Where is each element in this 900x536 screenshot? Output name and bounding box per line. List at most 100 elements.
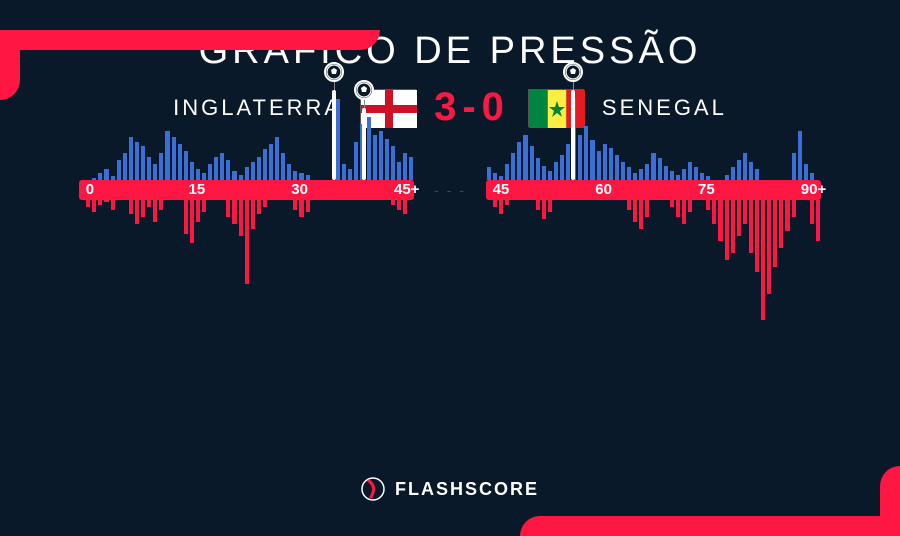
pressure-bar-top	[299, 173, 303, 180]
pressure-bar-top	[263, 149, 267, 180]
pressure-bar-top	[397, 162, 401, 180]
pressure-bar-top	[597, 151, 601, 180]
pressure-bar-bot	[232, 200, 236, 224]
pressure-bar-bot	[263, 200, 267, 207]
axis-tick: 0	[86, 181, 94, 198]
pressure-bar-top	[688, 162, 692, 180]
pressure-bar-top	[257, 157, 261, 180]
pressure-bar-top	[141, 146, 145, 180]
pressure-bar-top	[603, 144, 607, 180]
pressure-bar-top	[220, 153, 224, 180]
pressure-bar-top	[403, 153, 407, 180]
pressure-bar-top	[178, 144, 182, 180]
pressure-bar-top	[651, 153, 655, 180]
pressure-bar-bot	[785, 200, 789, 231]
pressure-bar-top	[245, 167, 249, 180]
pressure-bar-top	[542, 166, 546, 180]
pressure-bar-bot	[153, 200, 157, 222]
pressure-chart: 0153045+ - - - 45607590+	[0, 180, 900, 200]
pressure-bar-top	[694, 167, 698, 180]
pressure-bar-top	[409, 157, 413, 180]
pressure-bar-bot	[505, 200, 509, 205]
pressure-bar-top	[523, 135, 527, 180]
pressure-bar-top	[633, 173, 637, 180]
pressure-bar-bot	[792, 200, 796, 217]
pressure-bar-top	[548, 171, 552, 180]
pressure-bar-top	[530, 146, 534, 180]
pressure-bar-top	[743, 153, 747, 180]
pressure-bar-top	[129, 137, 133, 180]
pressure-bar-bot	[196, 200, 200, 222]
bars-bot-h2	[486, 200, 821, 320]
pressure-bar-top	[682, 169, 686, 180]
pressure-bar-top	[792, 153, 796, 180]
pressure-bar-bot	[712, 200, 716, 224]
pressure-bar-top	[810, 173, 814, 180]
pressure-bar-top	[517, 142, 521, 180]
pressure-bar-bot	[98, 200, 102, 205]
pressure-bar-top	[275, 137, 279, 180]
pressure-bar-top	[554, 162, 558, 180]
corner-decor-tl	[0, 30, 380, 50]
pressure-bar-top	[511, 153, 515, 180]
pressure-bar-bot	[536, 200, 540, 210]
pressure-bar-bot	[86, 200, 90, 207]
pressure-bar-top	[214, 157, 218, 180]
pressure-bar-top	[226, 160, 230, 180]
pressure-bar-bot	[633, 200, 637, 222]
pressure-bar-bot	[397, 200, 401, 210]
pressure-bar-top	[104, 169, 108, 180]
pressure-bar-bot	[251, 200, 255, 229]
pressure-bar-bot	[391, 200, 395, 205]
pressure-bar-top	[493, 173, 497, 180]
pressure-bar-bot	[293, 200, 297, 210]
pressure-bar-top	[98, 173, 102, 180]
pressure-bar-top	[208, 164, 212, 180]
pressure-bar-top	[536, 158, 540, 180]
pressure-bar-bot	[810, 200, 814, 224]
pressure-bar-top	[293, 171, 297, 180]
pressure-bar-bot	[141, 200, 145, 217]
pressure-bar-top	[135, 142, 139, 180]
pressure-bar-top	[560, 155, 564, 180]
pressure-bar-top	[232, 171, 236, 180]
pressure-bar-bot	[718, 200, 722, 241]
pressure-bar-top	[749, 162, 753, 180]
pressure-bar-bot	[816, 200, 820, 241]
pressure-bar-top	[184, 151, 188, 180]
pressure-bar-top	[373, 135, 377, 180]
pressure-bar-top	[202, 173, 206, 180]
pressure-bar-top	[566, 144, 570, 180]
pressure-bar-bot	[147, 200, 151, 207]
flashscore-icon	[361, 477, 385, 501]
pressure-bar-top	[165, 131, 169, 181]
pressure-bar-bot	[239, 200, 243, 236]
corner-decor-br	[520, 516, 900, 536]
goal-marker	[332, 90, 336, 180]
axis-tick: 90+	[801, 181, 826, 198]
pressure-bar-bot	[767, 200, 771, 294]
pressure-bar-bot	[104, 200, 108, 202]
pressure-bar-bot	[773, 200, 777, 267]
bars-bot-h1	[79, 200, 414, 320]
pressure-bar-bot	[755, 200, 759, 272]
pressure-bar-top	[737, 160, 741, 180]
pressure-bar-bot	[493, 200, 497, 207]
goal-marker	[362, 108, 366, 180]
bars-top-h2	[486, 90, 821, 180]
pressure-bar-bot	[737, 200, 741, 236]
pressure-bar-top	[670, 171, 674, 180]
pressure-bar-top	[590, 140, 594, 180]
pressure-bar-bot	[135, 200, 139, 224]
pressure-bar-bot	[749, 200, 753, 253]
pressure-bar-top	[804, 164, 808, 180]
pressure-bar-top	[287, 164, 291, 180]
second-half: 45607590+	[486, 180, 821, 200]
pressure-bar-top	[147, 157, 151, 180]
brand-text: FLASHSCORE	[395, 479, 539, 500]
pressure-bar-bot	[190, 200, 194, 243]
pressure-bar-bot	[245, 200, 249, 284]
pressure-bar-bot	[676, 200, 680, 217]
pressure-bar-bot	[743, 200, 747, 224]
pressure-bar-bot	[226, 200, 230, 217]
